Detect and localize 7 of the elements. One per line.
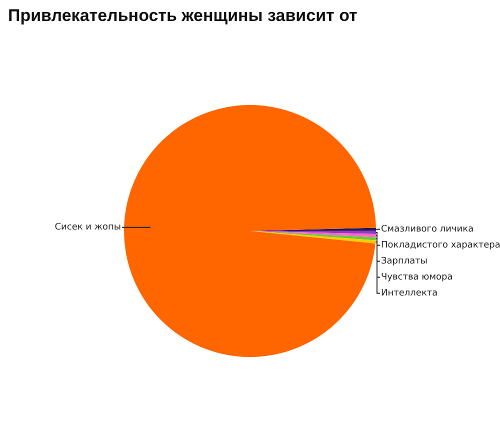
slice-label: Покладистого характера: [381, 240, 500, 251]
slice-label: Смазливого личика: [381, 224, 474, 235]
slice-label: Интеллекта: [381, 288, 438, 299]
slice-label: Чувства юмора: [381, 272, 453, 283]
chart-title: Привлекательность женщины зависит от: [8, 6, 358, 26]
slice-label: Зарплаты: [381, 256, 428, 267]
slice-label: Сисек и жопы: [54, 222, 121, 233]
